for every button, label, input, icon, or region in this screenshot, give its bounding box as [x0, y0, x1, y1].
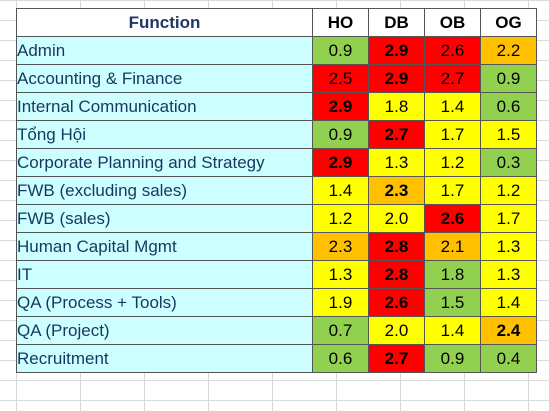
function-cell[interactable]: Recruitment: [16, 344, 313, 373]
value-cell[interactable]: 0.3: [480, 148, 537, 177]
header-ho[interactable]: HO: [312, 8, 369, 37]
value-cell[interactable]: 2.1: [424, 232, 481, 261]
table-row: FWB (sales) 1.2 2.0 2.6 1.7: [16, 204, 537, 233]
table-row: Admin 0.9 2.9 2.6 2.2: [16, 36, 537, 65]
function-cell[interactable]: QA (Process + Tools): [16, 288, 313, 317]
value-cell[interactable]: 0.6: [312, 344, 369, 373]
table-row: Internal Communication 2.9 1.8 1.4 0.6: [16, 92, 537, 121]
function-cell[interactable]: Accounting & Finance: [16, 64, 313, 93]
header-og[interactable]: OG: [480, 8, 537, 37]
table-row: Accounting & Finance 2.5 2.9 2.7 0.9: [16, 64, 537, 93]
value-cell[interactable]: 1.4: [424, 316, 481, 345]
value-cell[interactable]: 1.4: [312, 176, 369, 205]
function-cell[interactable]: IT: [16, 260, 313, 289]
value-cell[interactable]: 1.3: [480, 232, 537, 261]
table-row: Recruitment 0.6 2.7 0.9 0.4: [16, 344, 537, 373]
value-cell[interactable]: 1.3: [480, 260, 537, 289]
header-ob[interactable]: OB: [424, 8, 481, 37]
value-cell[interactable]: 2.7: [368, 120, 425, 149]
value-cell[interactable]: 1.8: [424, 260, 481, 289]
value-cell[interactable]: 1.5: [424, 288, 481, 317]
value-cell[interactable]: 2.3: [368, 176, 425, 205]
function-cell[interactable]: Tổng Hội: [16, 120, 313, 149]
function-cell[interactable]: Internal Communication: [16, 92, 313, 121]
header-row: Function HO DB OB OG: [16, 8, 537, 37]
value-cell[interactable]: 1.2: [312, 204, 369, 233]
table-row: Human Capital Mgmt 2.3 2.8 2.1 1.3: [16, 232, 537, 261]
function-cell[interactable]: Admin: [16, 36, 313, 65]
table-row: FWB (excluding sales) 1.4 2.3 1.7 1.2: [16, 176, 537, 205]
value-cell[interactable]: 0.7: [312, 316, 369, 345]
value-cell[interactable]: 2.8: [368, 232, 425, 261]
value-cell[interactable]: 1.2: [424, 148, 481, 177]
value-cell[interactable]: 2.7: [368, 344, 425, 373]
value-cell[interactable]: 2.3: [312, 232, 369, 261]
function-cell[interactable]: FWB (sales): [16, 204, 313, 233]
function-cell[interactable]: QA (Project): [16, 316, 313, 345]
value-cell[interactable]: 1.7: [424, 120, 481, 149]
value-cell[interactable]: 2.9: [312, 148, 369, 177]
value-cell[interactable]: 2.9: [312, 92, 369, 121]
value-cell[interactable]: 2.9: [368, 64, 425, 93]
value-cell[interactable]: 2.9: [368, 36, 425, 65]
value-cell[interactable]: 1.2: [480, 176, 537, 205]
function-cell[interactable]: FWB (excluding sales): [16, 176, 313, 205]
value-cell[interactable]: 2.0: [368, 316, 425, 345]
value-cell[interactable]: 1.3: [368, 148, 425, 177]
value-cell[interactable]: 0.4: [480, 344, 537, 373]
value-cell[interactable]: 2.4: [480, 316, 537, 345]
table-row: IT 1.3 2.8 1.8 1.3: [16, 260, 537, 289]
function-cell[interactable]: Human Capital Mgmt: [16, 232, 313, 261]
value-cell[interactable]: 2.6: [424, 36, 481, 65]
value-cell[interactable]: 0.6: [480, 92, 537, 121]
value-cell[interactable]: 0.9: [424, 344, 481, 373]
value-cell[interactable]: 2.0: [368, 204, 425, 233]
table-row: QA (Process + Tools) 1.9 2.6 1.5 1.4: [16, 288, 537, 317]
heatmap-table: Function HO DB OB OG Admin 0.9 2.9 2.6 2.2 Ac…: [16, 8, 537, 373]
value-cell[interactable]: 1.5: [480, 120, 537, 149]
table-row: QA (Project) 0.7 2.0 1.4 2.4: [16, 316, 537, 345]
value-cell[interactable]: 2.8: [368, 260, 425, 289]
value-cell[interactable]: 2.6: [368, 288, 425, 317]
value-cell[interactable]: 1.8: [368, 92, 425, 121]
value-cell[interactable]: 1.4: [480, 288, 537, 317]
value-cell[interactable]: 2.5: [312, 64, 369, 93]
value-cell[interactable]: 0.9: [480, 64, 537, 93]
value-cell[interactable]: 1.9: [312, 288, 369, 317]
header-function[interactable]: Function: [16, 8, 313, 37]
table-row: Corporate Planning and Strategy 2.9 1.3 1.2…: [16, 148, 537, 177]
value-cell[interactable]: 1.4: [424, 92, 481, 121]
table-row: Tổng Hội 0.9 2.7 1.7 1.5: [16, 120, 537, 149]
function-cell[interactable]: Corporate Planning and Strategy: [16, 148, 313, 177]
value-cell[interactable]: 2.6: [424, 204, 481, 233]
value-cell[interactable]: 1.3: [312, 260, 369, 289]
value-cell[interactable]: 2.2: [480, 36, 537, 65]
value-cell[interactable]: 2.7: [424, 64, 481, 93]
value-cell[interactable]: 1.7: [480, 204, 537, 233]
value-cell[interactable]: 0.9: [312, 36, 369, 65]
value-cell[interactable]: 1.7: [424, 176, 481, 205]
header-db[interactable]: DB: [368, 8, 425, 37]
value-cell[interactable]: 0.9: [312, 120, 369, 149]
